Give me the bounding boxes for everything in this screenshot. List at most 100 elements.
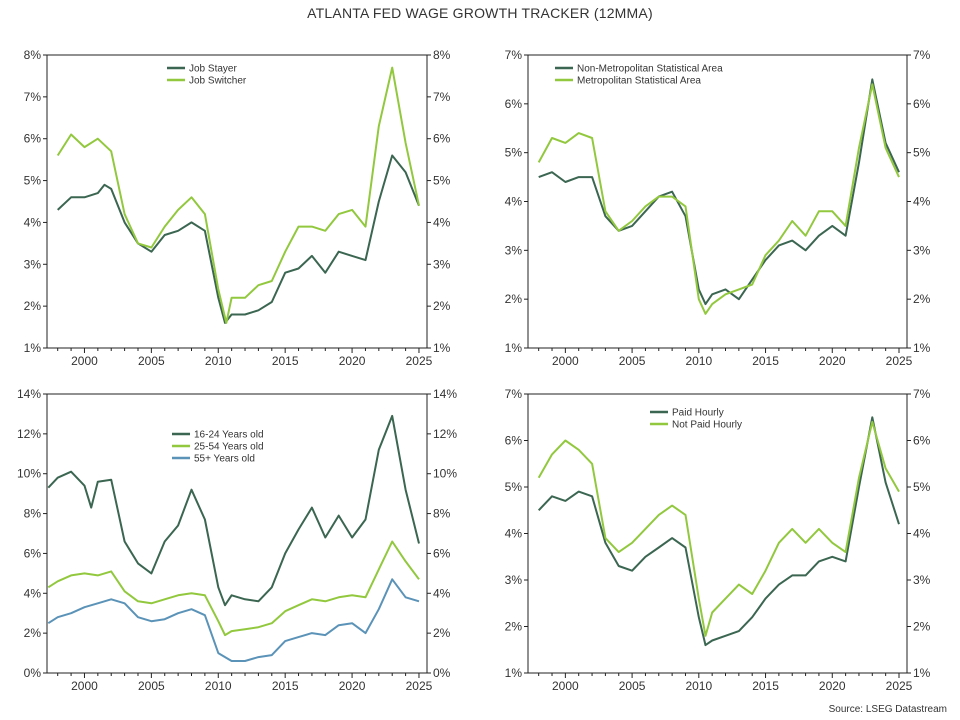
source-note: Source: LSEG Datastream	[828, 704, 947, 715]
y-tick-label-right: 7%	[433, 90, 451, 104]
x-tick-label: 2020	[819, 679, 846, 693]
legend-label: 55+ Years old	[194, 454, 255, 465]
y-tick-label-left: 4%	[505, 527, 523, 541]
series-line-55-years-old	[47, 578, 420, 662]
y-tick-label-left: 5%	[505, 480, 523, 494]
y-tick-label-left: 5%	[24, 174, 42, 188]
legend-label: Job Stayer	[189, 64, 237, 75]
y-tick-label-right: 3%	[913, 243, 931, 257]
y-tick-label-left: 6%	[505, 97, 523, 111]
y-tick-label-right: 2%	[913, 620, 931, 634]
y-tick-label-right: 1%	[913, 666, 931, 680]
x-tick-label: 2015	[272, 679, 299, 693]
x-tick-label: 2025	[406, 679, 433, 693]
x-tick-label: 2015	[752, 679, 779, 693]
plot-frame	[46, 393, 428, 674]
y-tick-label-right: 4%	[433, 215, 451, 229]
panel-4: 1% 1% 2% 2% 3% 3% 4% 4% 5% 5% 6% 6% 7% 7% 2000 2005 2010…	[505, 387, 931, 693]
y-tick-label-right: 8%	[433, 507, 451, 521]
y-tick-label-left: 7%	[505, 387, 523, 401]
series-line-metropolitan-statistical-area	[537, 83, 900, 315]
y-tick-label-right: 5%	[913, 480, 931, 494]
y-tick-label-left: 4%	[24, 586, 42, 600]
legend-label: Job Switcher	[189, 76, 247, 87]
y-tick-label-left: 6%	[24, 546, 42, 560]
plot-frame	[46, 54, 428, 349]
y-tick-label-right: 5%	[433, 174, 451, 188]
y-tick-label-left: 2%	[24, 299, 42, 313]
y-tick-label-left: 6%	[24, 132, 42, 146]
x-tick-label: 2010	[685, 679, 712, 693]
page-title: ATLANTA FED WAGE GROWTH TRACKER (12MMA)	[307, 5, 653, 21]
y-tick-label-left: 8%	[24, 48, 42, 62]
legend-label: 16-24 Years old	[194, 430, 264, 441]
x-tick-label: 2000	[71, 679, 98, 693]
y-tick-label-left: 2%	[505, 620, 523, 634]
y-tick-label-left: 3%	[505, 573, 523, 587]
y-tick-label-right: 3%	[913, 573, 931, 587]
y-tick-label-right: 8%	[433, 48, 451, 62]
y-tick-label-right: 6%	[913, 97, 931, 111]
panel-2: 1% 1% 2% 2% 3% 3% 4% 4% 5% 5% 6% 6% 7% 7% 2000 2005 2010…	[505, 48, 931, 368]
y-tick-label-right: 12%	[433, 427, 457, 441]
y-tick-label-left: 7%	[505, 48, 523, 62]
series-line-job-switcher	[56, 66, 420, 324]
legend-label: Paid Hourly	[672, 408, 724, 419]
series-line-paid-hourly	[537, 416, 900, 647]
x-tick-label: 2025	[406, 354, 433, 368]
y-tick-label-right: 6%	[913, 434, 931, 448]
y-tick-label-right: 1%	[433, 341, 451, 355]
y-tick-label-left: 3%	[505, 243, 523, 257]
panel-1: 1% 1% 2% 2% 3% 3% 4% 4% 5% 5% 6% 6% 7% 7% 8% 8% 2000 2005…	[24, 48, 451, 368]
y-tick-label-right: 7%	[913, 387, 931, 401]
y-tick-label-left: 7%	[24, 90, 42, 104]
panel-3: 0% 0% 2% 2% 4% 4% 6% 6% 8% 8% 10% 10% 12% 12% 14% 14% 20…	[17, 387, 457, 693]
y-tick-label-right: 7%	[913, 48, 931, 62]
y-tick-label-left: 10%	[17, 467, 41, 481]
y-tick-label-right: 6%	[433, 546, 451, 560]
x-tick-label: 2015	[272, 354, 299, 368]
y-tick-label-right: 1%	[913, 341, 931, 355]
x-tick-label: 2005	[619, 354, 646, 368]
x-tick-label: 2010	[205, 679, 232, 693]
series-line-non-metropolitan-statistical-area	[538, 78, 900, 306]
y-tick-label-right: 14%	[433, 387, 457, 401]
series-line-not-paid-hourly	[537, 420, 900, 637]
series-line-job-stayer	[57, 154, 420, 324]
series-line-16-24-years-old	[47, 414, 420, 607]
y-tick-label-right: 2%	[433, 299, 451, 313]
x-tick-label: 2005	[138, 354, 165, 368]
legend-label: 25-54 Years old	[194, 442, 264, 453]
y-tick-label-left: 0%	[24, 666, 42, 680]
x-tick-label: 2005	[619, 679, 646, 693]
series-line-25-54-years-old	[47, 540, 420, 637]
y-tick-label-left: 12%	[17, 427, 41, 441]
x-tick-label: 2015	[752, 354, 779, 368]
x-tick-label: 2010	[205, 354, 232, 368]
y-tick-label-right: 5%	[913, 146, 931, 160]
x-tick-label: 2000	[71, 354, 98, 368]
legend-label: Non-Metropolitan Statistical Area	[577, 64, 723, 75]
y-tick-label-left: 3%	[24, 257, 42, 271]
legend-label: Metropolitan Statistical Area	[577, 76, 701, 87]
legend-label: Not Paid Hourly	[672, 420, 742, 431]
y-tick-label-right: 0%	[433, 666, 451, 680]
y-tick-label-right: 6%	[433, 132, 451, 146]
x-tick-label: 2020	[339, 354, 366, 368]
y-tick-label-left: 1%	[505, 666, 523, 680]
x-tick-label: 2005	[138, 679, 165, 693]
x-tick-label: 2010	[685, 354, 712, 368]
y-tick-label-left: 2%	[505, 292, 523, 306]
x-tick-label: 2025	[886, 354, 913, 368]
x-tick-label: 2025	[886, 679, 913, 693]
y-tick-label-right: 4%	[433, 586, 451, 600]
y-tick-label-left: 8%	[24, 507, 42, 521]
y-tick-label-right: 10%	[433, 467, 457, 481]
y-tick-label-left: 4%	[505, 195, 523, 209]
y-tick-label-left: 5%	[505, 146, 523, 160]
y-tick-label-right: 2%	[433, 626, 451, 640]
y-tick-label-left: 4%	[24, 215, 42, 229]
y-tick-label-right: 3%	[433, 257, 451, 271]
y-tick-label-left: 6%	[505, 434, 523, 448]
